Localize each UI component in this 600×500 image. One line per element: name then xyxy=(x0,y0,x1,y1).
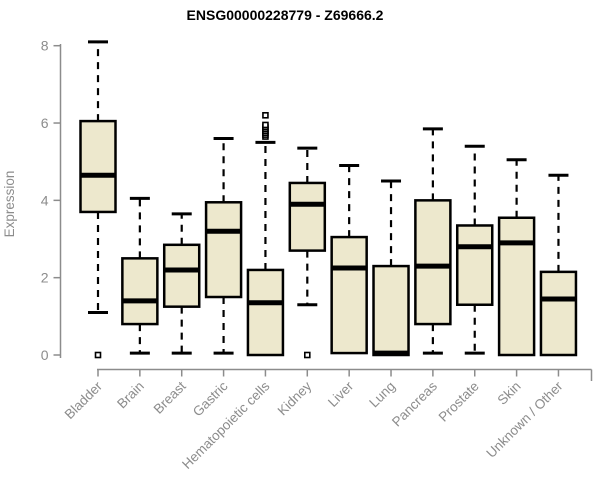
iqr-box xyxy=(204,201,243,299)
iqr-box xyxy=(455,224,494,306)
y-tick-label: 6 xyxy=(41,115,49,131)
iqr-box xyxy=(121,257,159,326)
x-tick-label-gastric: Gastric xyxy=(190,378,231,419)
box-kidney xyxy=(288,146,327,359)
iqr-box xyxy=(497,216,536,357)
box-pancreas xyxy=(414,127,452,355)
y-tick-label: 8 xyxy=(41,38,49,54)
iqr-box xyxy=(539,270,578,357)
x-tick-label-skin: Skin xyxy=(495,379,524,408)
outlier-point xyxy=(262,111,269,119)
box-liver xyxy=(330,164,368,355)
y-tick-label: 0 xyxy=(41,347,49,363)
iqr-box xyxy=(372,264,410,357)
x-tick-label-bladder: Bladder xyxy=(62,378,106,422)
y-tick-label: 2 xyxy=(41,270,49,286)
outlier-point xyxy=(94,351,102,359)
box-skin xyxy=(497,158,536,357)
x-tick-label-brain: Brain xyxy=(114,379,147,412)
box-bladder xyxy=(79,40,117,359)
iqr-box xyxy=(330,235,368,355)
box-brain xyxy=(121,196,159,355)
x-tick-label-liver: Liver xyxy=(325,378,357,410)
iqr-box xyxy=(246,268,285,357)
x-tick-label-lung: Lung xyxy=(366,379,398,411)
box-prostate xyxy=(455,144,494,355)
iqr-box xyxy=(162,243,201,308)
y-tick-label: 4 xyxy=(41,192,49,208)
x-tick-label-kidney: Kidney xyxy=(275,378,315,418)
iqr-box xyxy=(288,181,327,252)
x-tick-label-breast: Breast xyxy=(151,378,189,416)
iqr-box xyxy=(79,119,117,214)
box-gastric xyxy=(204,136,243,355)
box-lung xyxy=(372,179,410,357)
chart-title: ENSG00000228779 - Z69666.2 xyxy=(187,7,384,23)
y-axis-label: Expression xyxy=(2,171,17,238)
x-tick-label-unknown-other: Unknown / Other xyxy=(483,378,566,461)
box-hematopoietic-cells xyxy=(246,111,285,357)
outlier-point xyxy=(303,351,311,359)
x-tick-label-pancreas: Pancreas xyxy=(389,378,440,429)
outlier-point xyxy=(262,121,269,129)
box-unknown-other xyxy=(539,173,578,357)
x-tick-label-prostate: Prostate xyxy=(436,379,482,425)
iqr-box xyxy=(414,199,452,326)
box-breast xyxy=(162,212,201,355)
